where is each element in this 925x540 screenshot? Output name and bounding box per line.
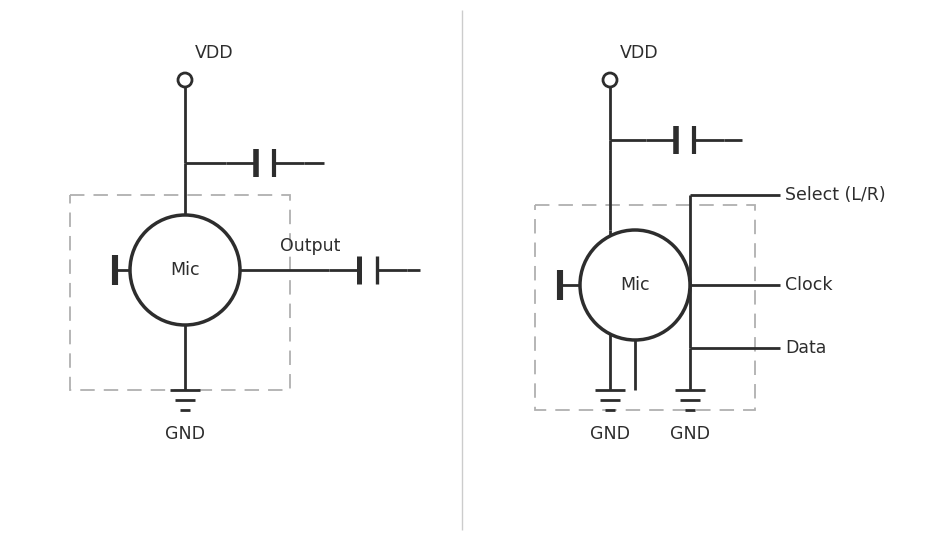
Text: VDD: VDD — [620, 44, 659, 62]
Text: Select (L/R): Select (L/R) — [785, 186, 885, 204]
Text: VDD: VDD — [195, 44, 234, 62]
Text: Data: Data — [785, 339, 826, 357]
Bar — [535, 205, 755, 410]
Circle shape — [580, 230, 690, 340]
Bar — [70, 195, 290, 390]
Text: Output: Output — [279, 237, 340, 255]
Text: GND: GND — [670, 425, 710, 443]
Text: Mic: Mic — [170, 261, 200, 279]
Circle shape — [130, 215, 240, 325]
Text: GND: GND — [165, 425, 205, 443]
Text: Clock: Clock — [785, 276, 832, 294]
Text: Mic: Mic — [620, 276, 649, 294]
Text: GND: GND — [590, 425, 630, 443]
